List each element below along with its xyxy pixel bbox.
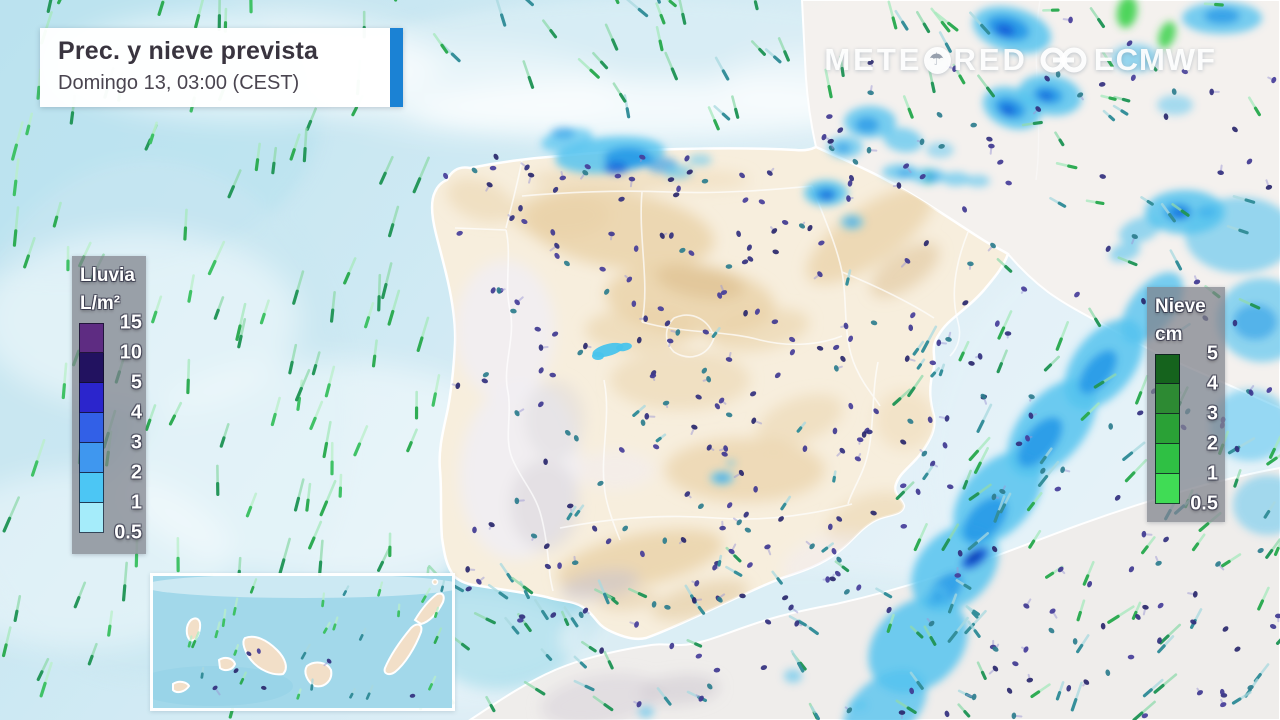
legend-tick-label: 2 (1206, 432, 1218, 455)
title-box: Prec. y nieve prevista Domingo 13, 03:00… (40, 28, 403, 107)
colorbar-segment (1155, 474, 1180, 504)
canary-islands-inset (150, 573, 455, 711)
snow-colorbar: 5 4 3 2 1 0.5 (1147, 343, 1225, 518)
accent-bar (390, 28, 403, 107)
island (217, 656, 237, 672)
legend-tick-label: 15 (119, 311, 142, 334)
colorbar-segment (79, 413, 104, 443)
colorbar-segment (79, 473, 104, 503)
snow-legend-labels: 5 4 3 2 1 0.5 (1184, 343, 1218, 518)
colorbar-segment (79, 353, 104, 383)
legend-tick-label: 10 (119, 341, 142, 364)
legend-tick-label: 1 (130, 491, 142, 514)
brand-watermark: METE ☂ RED ECMWF (824, 42, 1216, 78)
legend-tick-label: 0.5 (1190, 492, 1218, 515)
legend-tick-label: 3 (1206, 402, 1218, 425)
legend-tick-label: 4 (1206, 372, 1218, 395)
ecmwf-rings-icon (1040, 47, 1087, 73)
colorbar-segment (79, 503, 104, 533)
iberia-terrain (446, 168, 940, 621)
legend-tick-label: 0.5 (114, 521, 142, 544)
rain-legend-segments (79, 323, 104, 533)
umbrella-icon: ☂ (924, 46, 952, 74)
colorbar-segment (79, 383, 104, 413)
colorbar-segment (1155, 354, 1180, 384)
page-title: Prec. y nieve prevista (58, 37, 319, 65)
rain-legend-title: Lluvia (80, 265, 135, 286)
ecmwf-label: ECMWF (1093, 42, 1216, 77)
legend-tick-label: 2 (130, 461, 142, 484)
island (172, 680, 191, 694)
legend-tick-label: 5 (1206, 342, 1218, 365)
forecast-datetime: Domingo 13, 03:00 (CEST) (58, 72, 300, 94)
rain-legend-unit: L/m² (80, 293, 121, 314)
reservoir (616, 342, 632, 352)
island (413, 592, 445, 626)
ecmwf-logo: ECMWF (1040, 42, 1216, 78)
colorbar-segment (1155, 444, 1180, 474)
legend-tick-label: 4 (130, 401, 142, 424)
colorbar-segment (79, 323, 104, 353)
inset-wind-arrows (187, 578, 446, 700)
brand-text-pre: METE (824, 42, 923, 77)
snow-legend-segments (1155, 354, 1180, 504)
island (304, 661, 333, 688)
colorbar-segment (1155, 414, 1180, 444)
meteored-logo: METE ☂ RED (824, 42, 1028, 78)
legend-tick-label: 3 (130, 431, 142, 454)
region-borders (454, 159, 969, 592)
rain-legend: Lluvia L/m² 15 10 5 4 3 2 1 0.5 (72, 256, 146, 554)
canary-islands (172, 592, 445, 694)
island (185, 617, 202, 642)
colorbar-segment (79, 443, 104, 473)
snow-legend-unit: cm (1155, 324, 1183, 345)
brand-text-post: RED (953, 42, 1028, 77)
canary-inset-map (153, 576, 452, 708)
colorbar-segment (1155, 384, 1180, 414)
snow-legend: Nieve cm 5 4 3 2 1 0.5 (1147, 287, 1225, 522)
island (383, 623, 423, 676)
legend-tick-label: 1 (1206, 462, 1218, 485)
rain-legend-labels: 15 10 5 4 3 2 1 0.5 (108, 312, 142, 547)
reservoir (592, 352, 604, 360)
snow-legend-title: Nieve (1155, 296, 1206, 317)
legend-tick-label: 5 (130, 371, 142, 394)
rain-colorbar: 15 10 5 4 3 2 1 0.5 (72, 312, 146, 547)
